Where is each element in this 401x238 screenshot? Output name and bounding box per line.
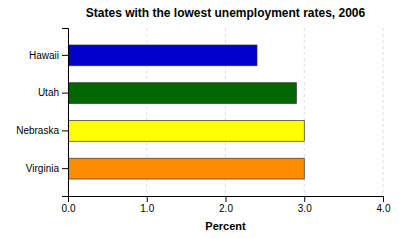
y-tick-mark bbox=[62, 130, 68, 131]
x-tick: 0.0 bbox=[62, 196, 76, 214]
x-axis: 0.0 1.0 2.0 3.0 4.0 bbox=[62, 196, 391, 214]
y-tick-mark bbox=[62, 55, 68, 56]
x-tick: 1.0 bbox=[140, 196, 154, 214]
y-tick: Nebraska bbox=[16, 125, 68, 136]
x-tick-label: 2.0 bbox=[219, 203, 233, 214]
y-tick-label: Utah bbox=[38, 87, 59, 98]
y-axis-line bbox=[62, 29, 69, 197]
y-tick-mark bbox=[62, 168, 68, 169]
y-tick-label: Nebraska bbox=[16, 125, 59, 136]
bar bbox=[68, 158, 304, 179]
y-tick-label: Hawaii bbox=[29, 50, 59, 61]
x-tick: 3.0 bbox=[298, 196, 312, 214]
plot: 0.0 1.0 2.0 3.0 4.0 Hawaii Utah Nebraska Virgini… bbox=[16, 28, 391, 214]
grid bbox=[68, 28, 383, 196]
x-tick: 4.0 bbox=[377, 196, 391, 214]
x-tick-mark bbox=[304, 196, 305, 202]
bar bbox=[68, 120, 304, 141]
x-tick: 2.0 bbox=[219, 196, 233, 214]
y-tick: Virginia bbox=[26, 163, 68, 174]
chart: 0.0 1.0 2.0 3.0 4.0 Hawaii Utah Nebraska Virgini… bbox=[0, 0, 401, 238]
title: States with the lowest unemployment rate… bbox=[86, 6, 366, 20]
y-tick-mark bbox=[62, 93, 68, 94]
x-tick-label: 4.0 bbox=[377, 203, 391, 214]
x-tick-label: 0.0 bbox=[62, 203, 76, 214]
y-tick-label: Virginia bbox=[26, 163, 60, 174]
x-tick-label: 3.0 bbox=[298, 203, 312, 214]
grid-line bbox=[383, 28, 384, 196]
x-axis-title: Percent bbox=[205, 220, 246, 232]
x-tick-label: 1.0 bbox=[140, 203, 154, 214]
bar bbox=[68, 45, 257, 66]
x-tick-mark bbox=[383, 196, 384, 202]
x-axis-line bbox=[69, 197, 384, 203]
bars bbox=[68, 45, 304, 179]
x-tick-mark bbox=[147, 196, 148, 202]
x-tick-mark bbox=[226, 196, 227, 202]
y-tick: Utah bbox=[38, 87, 68, 98]
y-tick: Hawaii bbox=[29, 50, 68, 61]
bar bbox=[68, 83, 296, 104]
y-axis: Hawaii Utah Nebraska Virginia bbox=[16, 29, 68, 197]
